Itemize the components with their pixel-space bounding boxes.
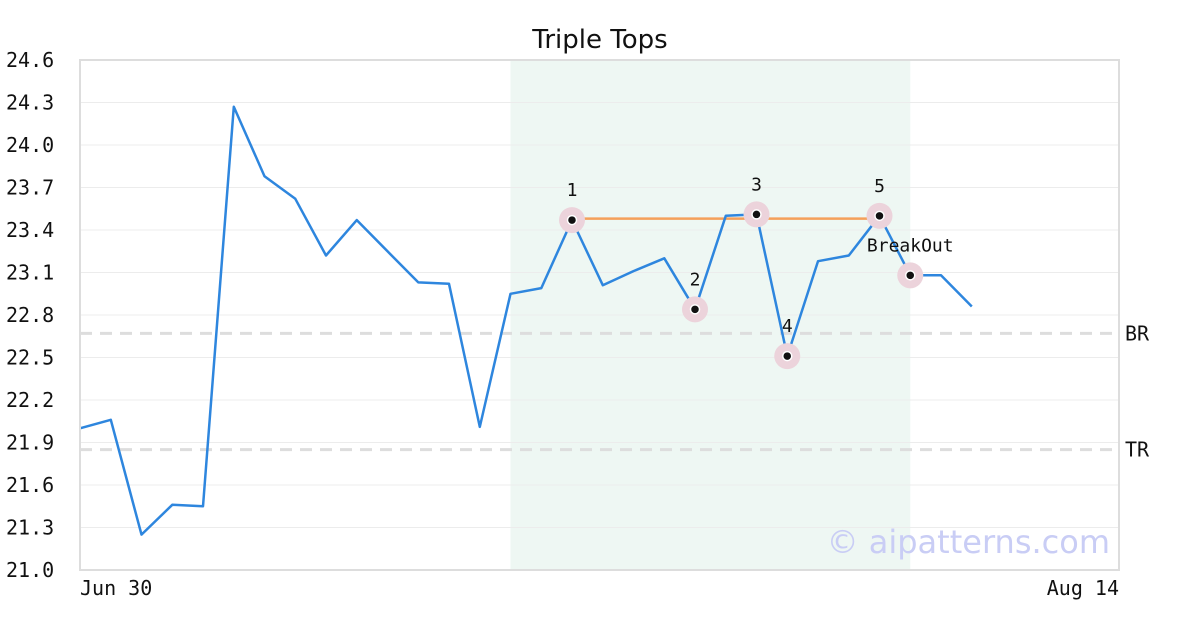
y-tick-label: 23.1 <box>6 261 54 285</box>
y-tick-label: 21.9 <box>6 431 54 455</box>
x-tick-label-start: Jun 30 <box>80 576 152 600</box>
annotation-label-3: 3 <box>751 174 762 195</box>
annotation-label-1: 1 <box>567 180 578 201</box>
y-tick-label: 24.3 <box>6 91 54 115</box>
marker-dot-2 <box>689 304 701 315</box>
y-tick-label: 23.7 <box>6 176 54 200</box>
pattern-markers: 1 2 3 4 5 BreakOut <box>559 174 954 370</box>
y-tick-label: 23.4 <box>6 218 54 242</box>
grid-lines <box>80 59 1119 571</box>
marker-dot-1 <box>566 214 578 226</box>
y-tick-label: 21.3 <box>6 516 54 540</box>
marker-dot-3 <box>751 209 762 220</box>
y-tick-label: 21.6 <box>6 473 54 497</box>
plot-frame <box>79 59 1120 571</box>
annotation-label-2: 2 <box>690 269 701 290</box>
y-tick-label: 22.8 <box>6 303 54 327</box>
marker-dot-4 <box>782 350 793 362</box>
y-tick-label: 24.6 <box>6 48 54 72</box>
reference-lines: BR TR <box>80 321 1150 462</box>
annotation-label-breakout: BreakOut <box>867 235 954 256</box>
y-tick-label: 22.2 <box>6 388 54 412</box>
marker-dot-5 <box>874 210 885 222</box>
chart-title: Triple Tops <box>531 25 667 55</box>
y-tick-label: 24.0 <box>6 133 54 157</box>
annotation-label-4: 4 <box>782 316 793 337</box>
marker-dot-breakout <box>905 270 916 281</box>
y-tick-label: 21.0 <box>6 558 54 582</box>
y-axis-ticks: 24.6 24.3 24.0 23.7 23.4 23.1 22.8 22.5 22.2 21.9… <box>6 48 54 582</box>
price-series-line <box>79 105 973 536</box>
watermark: © aipatterns.com <box>827 523 1110 561</box>
x-tick-label-end: Aug 14 <box>1047 576 1119 600</box>
annotation-label-5: 5 <box>874 176 885 197</box>
reference-label-tr: TR <box>1125 438 1150 462</box>
y-tick-label: 22.5 <box>6 346 54 370</box>
reference-label-br: BR <box>1125 321 1150 345</box>
